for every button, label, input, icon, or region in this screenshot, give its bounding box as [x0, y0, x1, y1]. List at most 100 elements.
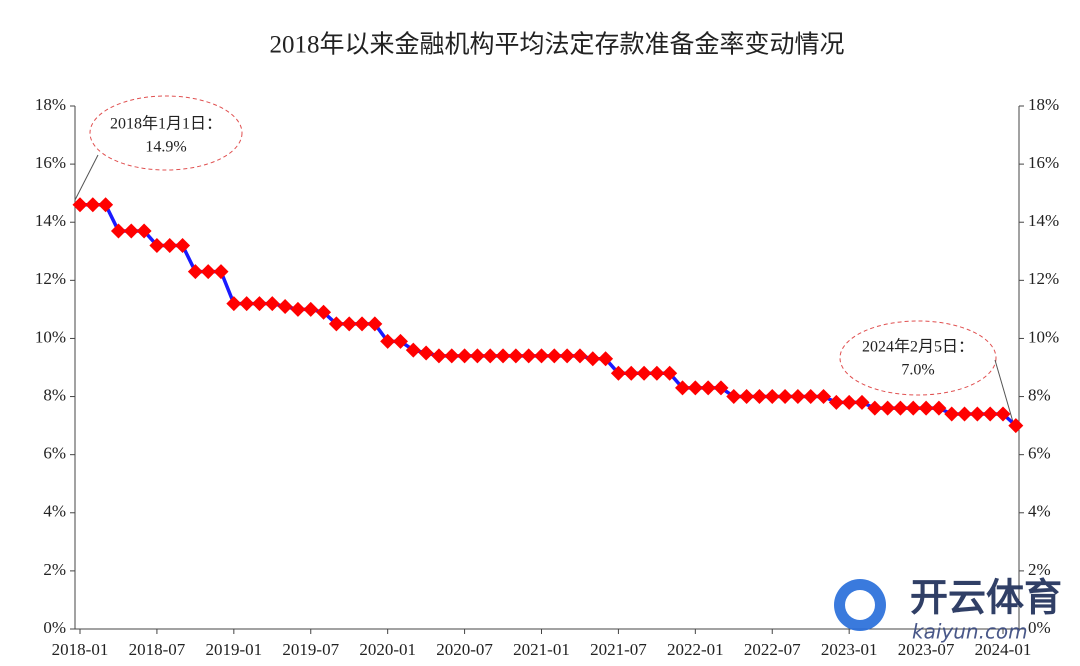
data-point: [380, 333, 396, 349]
data-point: [162, 237, 178, 253]
data-point: [457, 348, 473, 364]
data-point: [367, 316, 383, 332]
data-point: [739, 389, 755, 405]
y2-tick-label: 0%: [1028, 618, 1051, 637]
leader-line: [994, 359, 1014, 423]
data-point: [662, 365, 678, 381]
data-point: [175, 237, 191, 253]
y-tick-label: 18%: [35, 95, 66, 114]
data-point: [726, 389, 742, 405]
y2-tick-label: 8%: [1028, 385, 1051, 404]
x-tick-label: 2023-01: [821, 640, 878, 659]
data-point: [675, 380, 691, 396]
data-point: [200, 264, 216, 280]
data-point: [944, 406, 960, 422]
data-point: [982, 406, 998, 422]
y2-tick-label: 16%: [1028, 153, 1059, 172]
watermark-site: kaiyun.com: [912, 620, 1028, 644]
y-tick-label: 10%: [35, 327, 66, 346]
y2-tick-label: 12%: [1028, 269, 1059, 288]
x-tick-label: 2019-07: [282, 640, 339, 659]
data-point: [354, 316, 370, 332]
data-point: [777, 389, 793, 405]
y2-tick-label: 14%: [1028, 211, 1059, 230]
data-point: [905, 400, 921, 416]
data-point: [110, 223, 126, 239]
data-point: [341, 316, 357, 332]
data-point: [123, 223, 139, 239]
data-point: [495, 348, 511, 364]
data-point: [636, 365, 652, 381]
data-point: [213, 264, 229, 280]
data-point: [85, 197, 101, 213]
x-tick-label: 2023-07: [898, 640, 955, 659]
data-point: [72, 197, 88, 213]
watermark-brand: 开云体育: [910, 576, 1062, 620]
x-tick-label: 2019-01: [205, 640, 262, 659]
data-point: [598, 351, 614, 367]
data-point: [559, 348, 575, 364]
data-point: [585, 351, 601, 367]
x-tick-label: 2024-01: [975, 640, 1032, 659]
data-point: [623, 365, 639, 381]
data-point: [969, 406, 985, 422]
data-point: [1008, 418, 1024, 434]
data-point: [892, 400, 908, 416]
data-point: [764, 389, 780, 405]
data-point: [918, 400, 934, 416]
data-point: [328, 316, 344, 332]
y2-tick-label: 18%: [1028, 95, 1059, 114]
watermark: 开云体育 kaiyun.com: [834, 576, 1062, 644]
y-tick-label: 0%: [43, 618, 66, 637]
data-point: [546, 348, 562, 364]
data-point: [790, 389, 806, 405]
data-point: [98, 197, 114, 213]
annotation-text: 2024年2月5日：: [862, 338, 974, 356]
y2-tick-label: 2%: [1028, 560, 1051, 579]
y-tick-label: 14%: [35, 211, 66, 230]
data-point: [931, 400, 947, 416]
watermark-logo: [845, 590, 875, 620]
data-point: [508, 348, 524, 364]
y2-tick-label: 4%: [1028, 502, 1051, 521]
data-point: [469, 348, 485, 364]
data-point: [841, 394, 857, 410]
data-point: [751, 389, 767, 405]
x-tick-label: 2020-07: [436, 640, 493, 659]
data-point: [854, 394, 870, 410]
annotation-text: 2018年1月1日：: [110, 115, 222, 133]
data-point: [187, 264, 203, 280]
data-point: [226, 296, 242, 312]
x-tick-label: 2018-07: [129, 640, 186, 659]
data-point: [687, 380, 703, 396]
data-point: [649, 365, 665, 381]
data-point: [290, 301, 306, 317]
data-point: [803, 389, 819, 405]
data-point: [239, 296, 255, 312]
data-point: [405, 342, 421, 358]
y2-tick-label: 6%: [1028, 444, 1051, 463]
data-point: [482, 348, 498, 364]
data-point: [995, 406, 1011, 422]
y2-tick-label: 10%: [1028, 327, 1059, 346]
x-tick-label: 2022-01: [667, 640, 724, 659]
data-point: [303, 301, 319, 317]
data-point: [264, 296, 280, 312]
data-point: [431, 348, 447, 364]
annotation-text: 14.9%: [145, 139, 186, 156]
x-tick-label: 2020-01: [359, 640, 416, 659]
data-point: [700, 380, 716, 396]
x-tick-label: 2018-01: [52, 640, 109, 659]
data-point: [418, 345, 434, 361]
y-tick-label: 2%: [43, 560, 66, 579]
x-tick-label: 2021-07: [590, 640, 647, 659]
chart-title: 2018年以来金融机构平均法定存款准备金率变动情况: [269, 31, 844, 59]
data-point: [316, 304, 332, 320]
y-tick-label: 6%: [43, 444, 66, 463]
data-point: [392, 333, 408, 349]
y-tick-label: 12%: [35, 269, 66, 288]
x-tick-label: 2021-01: [513, 640, 570, 659]
annotation-text: 7.0%: [901, 362, 934, 379]
data-point: [277, 298, 293, 314]
